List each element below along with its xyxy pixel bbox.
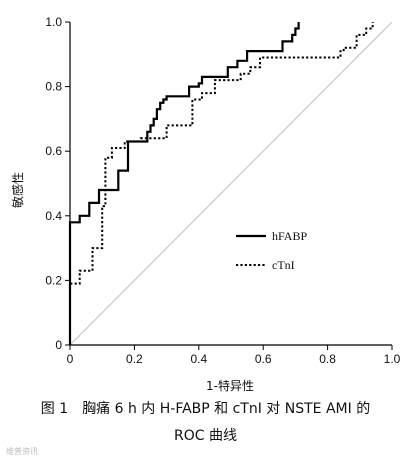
x-tick-label: 0.8 (319, 352, 336, 366)
legend-label-hfabp: hFABP (272, 229, 307, 243)
reference-diagonal (69, 21, 393, 346)
roc-chart: 0 0.2 0.4 0.6 0.8 1.0 0 0.2 0.4 0.6 0.8 1.0 1-特异性 敏… (10, 15, 401, 393)
figure-caption-line2: ROC 曲线 (174, 428, 237, 444)
y-tick-label: 0.6 (45, 144, 62, 158)
y-tick-label: 0 (55, 338, 62, 352)
x-tick-label: 1.0 (384, 352, 401, 366)
y-tick-label: 0.2 (45, 273, 62, 287)
x-tick-label: 0.2 (126, 352, 143, 366)
x-tick-label: 0.4 (190, 352, 207, 366)
y-tick-label: 1.0 (45, 15, 62, 29)
x-tick-label: 0 (67, 352, 74, 366)
x-tick-label: 0.6 (255, 352, 272, 366)
legend: hFABP cTnI (236, 229, 307, 272)
series-line-ctni (69, 22, 374, 345)
x-axis-title: 1-特异性 (206, 378, 254, 393)
legend-label-ctni: cTnI (272, 258, 295, 272)
plot-area: 0 0.2 0.4 0.6 0.8 1.0 0 0.2 0.4 0.6 0.8 1.0 (45, 15, 400, 366)
y-tick-label: 0.8 (45, 80, 62, 94)
watermark: 维普资讯 (6, 447, 38, 456)
figure-caption-line1: 图 1 胸痛 6 h 内 H-FABP 和 cTnI 对 NSTE AMI 的 (40, 401, 371, 417)
y-tick-label: 0.4 (45, 209, 62, 223)
y-axis-title: 敏感性 (10, 172, 25, 208)
series-line-hfabp (68, 22, 300, 345)
